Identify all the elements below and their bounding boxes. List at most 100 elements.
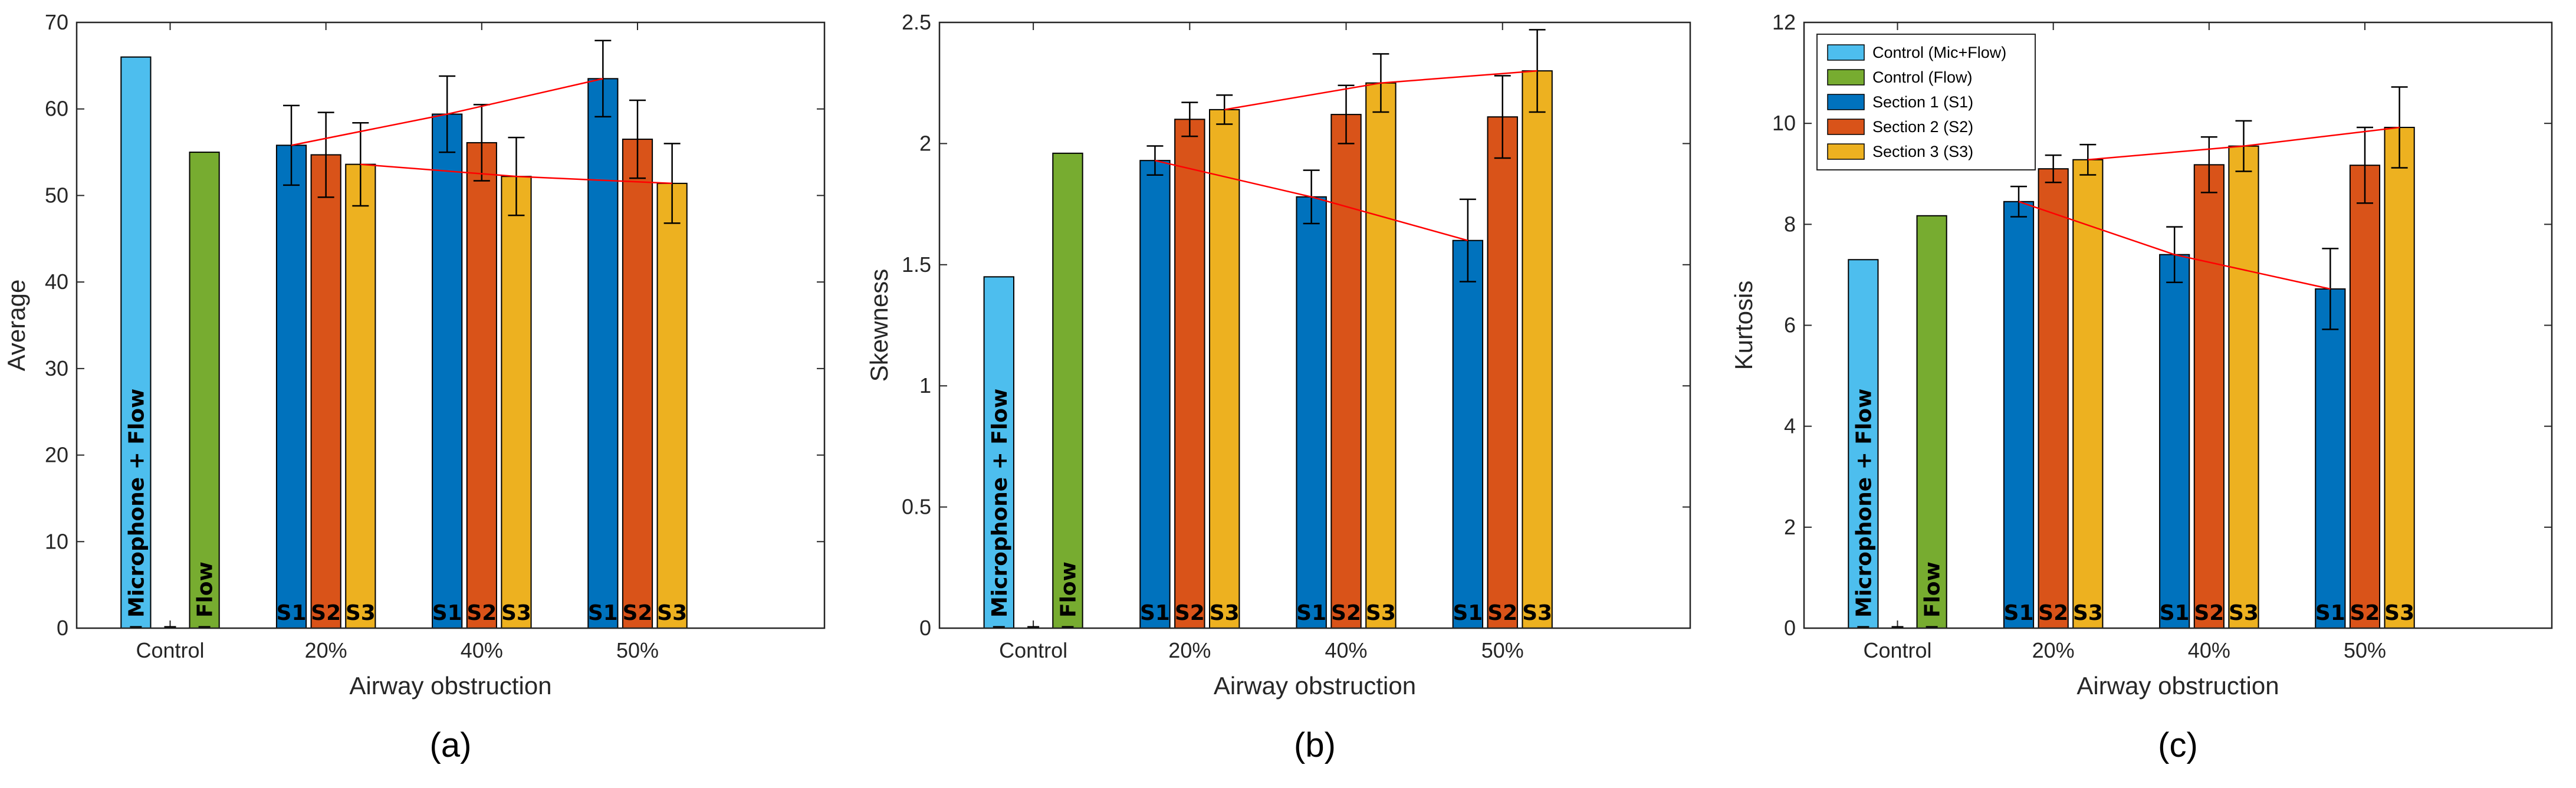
bar-s2: [1487, 116, 1518, 629]
bar-label-s1: S1: [432, 601, 462, 625]
x-tick-label: Control: [999, 638, 1067, 662]
y-ticks: 0 0.5 1 1.5 2 2.5: [902, 10, 1690, 640]
control-mic-flow-label: Microphone + Flow: [988, 389, 1012, 618]
y-axis-label: Kurtosis: [1730, 281, 1757, 370]
y-tick-label: 20: [45, 443, 68, 467]
control-flow-bar: [1052, 152, 1083, 629]
y-tick-label: 4: [1784, 414, 1796, 438]
bar-s2: [1330, 114, 1362, 629]
x-tick-label: 40%: [461, 638, 503, 662]
bar-label-s1: S1: [2004, 601, 2034, 625]
panel-a: 0 10 20 30 40 50 60 70 Control 20% 40% 50% Microphon…: [2, 10, 826, 764]
control-flow-label: Flow: [1921, 562, 1945, 618]
y-tick-label: 12: [1772, 10, 1796, 34]
x-tick-label: 50%: [2344, 638, 2386, 662]
bar-s3: [2228, 145, 2259, 629]
y-tick-label: 2.5: [902, 10, 931, 34]
x-tick-label: 50%: [1481, 638, 1524, 662]
legend-swatch: [1827, 119, 1865, 135]
y-tick-label: 2: [919, 131, 931, 155]
bar-s3: [2072, 159, 2104, 629]
trend-line-s3: [1224, 70, 1537, 111]
bar-label-s2: S2: [2194, 601, 2224, 625]
x-ticks: Control 20% 40% 50%: [999, 22, 1524, 662]
control-mic-flow-label: Microphone + Flow: [1852, 389, 1876, 618]
panel-label: (c): [2158, 726, 2198, 764]
x-ticks: Control 20% 40% 50%: [136, 22, 659, 662]
bar-s2: [2349, 165, 2381, 629]
legend-entry: Section 2 (S2): [1872, 118, 1973, 136]
control-flow-label: Flow: [193, 562, 218, 618]
bar-s2: [622, 139, 653, 629]
y-tick-label: 8: [1784, 212, 1796, 236]
trend-line-s1: [291, 78, 603, 146]
legend-entry: Section 1 (S1): [1872, 93, 1973, 111]
bar-label-s3: S3: [657, 601, 687, 625]
bar-label-s1: S1: [588, 601, 618, 625]
y-tick-label: 30: [45, 356, 68, 380]
bar-label-s3: S3: [1366, 601, 1396, 625]
bar-label-s1: S1: [277, 601, 307, 625]
bar-label-s2: S2: [466, 601, 497, 625]
x-tick-label: 20%: [305, 638, 347, 662]
bar-label-s3: S3: [1210, 601, 1240, 625]
x-tick-label: Control: [136, 638, 204, 662]
y-tick-label: 40: [45, 270, 68, 294]
legend-entry: Control (Flow): [1872, 68, 1973, 86]
bar-label-s2: S2: [623, 601, 653, 625]
y-tick-label: 2: [1784, 515, 1796, 539]
bar-s1: [275, 145, 307, 629]
bar-s1: [2003, 201, 2035, 629]
bar-label-s1: S1: [2160, 601, 2190, 625]
control-mic-flow-bar: [120, 56, 152, 629]
bar-s1: [1452, 239, 1484, 629]
bar-label-s3: S3: [2384, 601, 2414, 625]
panel-c: 0 2 4 6 8 10 12 Control 20% 40% 50% Microphone + Fl…: [1730, 10, 2553, 764]
bar-label-s3: S3: [2073, 601, 2103, 625]
bar-s3: [345, 163, 376, 629]
bar-s2: [2038, 168, 2069, 629]
legend-swatch: [1827, 94, 1865, 110]
legend-swatch: [1827, 143, 1865, 160]
y-tick-label: 10: [45, 529, 68, 553]
y-tick-label: 0: [1784, 616, 1796, 640]
y-tick-label: 50: [45, 183, 68, 207]
y-ticks: 0 2 4 6 8 10 12: [1772, 10, 2552, 640]
bar-label-s3: S3: [501, 601, 531, 625]
bar-label-s1: S1: [2315, 601, 2345, 625]
y-tick-label: 0: [57, 616, 68, 640]
x-tick-label: 50%: [616, 638, 659, 662]
y-tick-label: 0: [919, 616, 931, 640]
bar-label-s2: S2: [311, 601, 341, 625]
bar-s2: [310, 154, 341, 629]
trend-line-s1: [2018, 201, 2331, 290]
bar-label-s2: S2: [2038, 601, 2068, 625]
bar-label-s1: S1: [1453, 601, 1483, 625]
bar-s3: [1365, 82, 1397, 629]
bar-label-s3: S3: [346, 601, 376, 625]
bar-s1: [2315, 288, 2346, 629]
trend-line-s1: [1155, 159, 1468, 241]
x-tick-label: 20%: [2032, 638, 2075, 662]
y-axis-label: Skewness: [865, 269, 893, 382]
x-tick-label: 40%: [1325, 638, 1368, 662]
legend-swatch: [1827, 44, 1865, 61]
bar-s1: [432, 113, 463, 629]
legend-entry: Control (Mic+Flow): [1872, 44, 2006, 61]
y-tick-label: 70: [45, 10, 68, 34]
axes-frame: [75, 21, 826, 629]
panel-label: (a): [430, 726, 472, 764]
x-axis-label: Airway obstruction: [2076, 672, 2279, 700]
y-axis-label: Average: [2, 280, 30, 372]
y-tick-label: 1: [919, 373, 931, 398]
legend-entry: Section 3 (S3): [1872, 143, 1973, 160]
x-tick-label: 20%: [1168, 638, 1211, 662]
bar-s3: [2384, 127, 2415, 629]
bar-label-s2: S2: [1175, 601, 1205, 625]
bar-s3: [1209, 109, 1240, 629]
bar-label-s1: S1: [1140, 601, 1170, 625]
control-flow-bar: [189, 152, 220, 629]
x-tick-label: Control: [1863, 638, 1931, 662]
y-ticks: 0 10 20 30 40 50 60 70: [45, 10, 824, 640]
